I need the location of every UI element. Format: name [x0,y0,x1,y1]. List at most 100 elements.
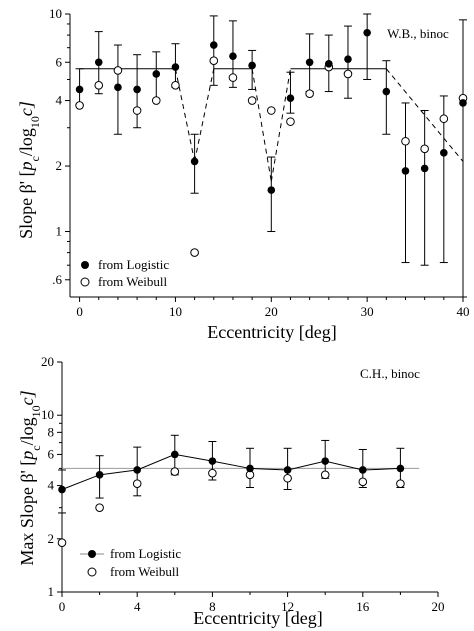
x-axis-label-bottom: Eccentricity [deg] [193,608,322,628]
x-tick-label-bottom: 8 [209,599,216,614]
y-tick-label-bottom: 1 [48,584,55,599]
fit-segment-top [251,68,272,182]
legend-top: from Logistic from Weibull [80,257,169,289]
point-weibull-top [94,81,104,90]
point-weibull-top [286,117,295,126]
point-weibull-bottom [95,503,104,512]
point-logistic-top [267,186,276,194]
plot-area-top: 0 10 20 30 40 .6 1 2 4 6 10 [49,6,470,319]
x-tick-label-top: 10 [169,304,182,319]
y-tick-label-bottom: 4 [48,478,55,493]
y-axis-label-top: Slope β' [pc/log10c] [16,101,42,239]
x-tick-label-bottom: 20 [432,599,445,614]
point-logistic-top [248,61,256,70]
point-weibull-top [266,106,276,115]
point-logistic-top [152,70,161,78]
point-weibull-top [151,96,161,105]
point-logistic-bottom [133,466,141,474]
y-label-main-top: Slope β' [ [16,170,36,238]
point-logistic-bottom [171,450,179,459]
legend-marker-logistic-top [81,261,89,269]
y-label-main-bottom: Max Slope β' [ [17,460,37,566]
point-weibull-top [343,69,353,79]
point-logistic-bottom [58,485,66,494]
legend-marker-weibull-bottom [87,567,97,577]
point-logistic-top [382,87,391,96]
point-logistic-bottom [95,471,104,479]
chart-top: 0 10 20 30 40 .6 1 2 4 6 10 W.B., binoc Eccentrici… [16,6,470,342]
legend-label-weibull-top: from Weibull [98,274,168,289]
point-weibull-top [420,144,429,154]
point-logistic-top [75,85,84,94]
point-weibull-bottom [320,470,330,480]
point-weibull-bottom [208,468,217,478]
legend-bottom: from Logistic from Weibull [80,546,181,579]
point-weibull-top [113,66,123,75]
annotation-top: W.B., binoc [387,26,449,41]
point-weibull-top [209,56,219,65]
point-weibull-bottom [57,538,67,548]
legend-label-weibull-bottom: from Weibull [110,564,180,579]
point-weibull-top [439,114,449,124]
point-weibull-top [228,73,238,82]
x-tick-label-bottom: 0 [59,599,66,614]
y-label-mid-bottom: /log [17,417,37,445]
point-logistic-top [286,94,295,103]
point-logistic-top [459,99,467,107]
point-weibull-bottom [132,479,142,488]
point-logistic-top [305,58,314,67]
point-weibull-bottom [396,479,405,488]
y-tick-label-top: 1 [56,224,63,239]
point-weibull-top [247,96,257,105]
y-tick-label-bottom: 20 [41,354,54,369]
y-tick-label-bottom: 6 [48,446,55,461]
point-logistic-top [401,167,410,175]
point-weibull-top [132,106,142,115]
x-tick-label-bottom: 4 [134,599,141,614]
point-weibull-bottom [283,473,292,483]
y-label-sub2-bottom: 10 [29,405,43,417]
series-line-logistic-bottom [61,453,401,490]
y-tick-label-top: 10 [49,6,62,21]
point-logistic-bottom [283,466,292,474]
fit-segment-top [194,68,215,162]
y-label-sub-top: c [28,156,42,161]
y-tick-label-bottom: 2 [48,531,55,546]
legend-marker-weibull-top [80,277,90,287]
point-logistic-top [420,164,429,173]
y-label-p-top: p [16,161,36,172]
point-logistic-bottom [396,464,405,473]
point-logistic-top [209,41,218,49]
annotation-bottom: C.H., binoc [360,366,420,381]
legend-marker-logistic-bottom [88,550,96,558]
point-logistic-top [171,63,180,71]
y-label-sub2-top: 10 [28,116,42,128]
point-logistic-top [229,52,237,60]
point-logistic-top [94,58,103,67]
legend-label-logistic-bottom: from Logistic [110,546,181,561]
x-tick-label-top: 20 [265,304,278,319]
point-logistic-bottom [246,464,254,473]
fit-segment-top [270,68,291,182]
x-tick-label-top: 30 [361,304,374,319]
y-tick-label-top: 2 [56,158,63,173]
y-axis-label-bottom: Max Slope β' [pc/log10c] [17,390,43,565]
y-label-p-bottom: p [17,451,37,462]
fit-segment-top [385,68,464,162]
point-weibull-top [171,81,180,90]
point-logistic-top [363,28,371,37]
point-weibull-bottom [170,467,180,476]
fit-segment-top [174,68,196,162]
point-logistic-top [133,85,141,94]
point-logistic-bottom [359,466,367,474]
point-logistic-top [190,157,199,166]
y-tick-label-top: 4 [56,93,63,108]
y-label-sub-bottom: c [29,445,43,450]
y-label-end-top: c] [16,101,36,116]
point-weibull-bottom [358,477,368,487]
point-logistic-bottom [321,457,330,465]
y-tick-label-top: .6 [52,272,62,287]
